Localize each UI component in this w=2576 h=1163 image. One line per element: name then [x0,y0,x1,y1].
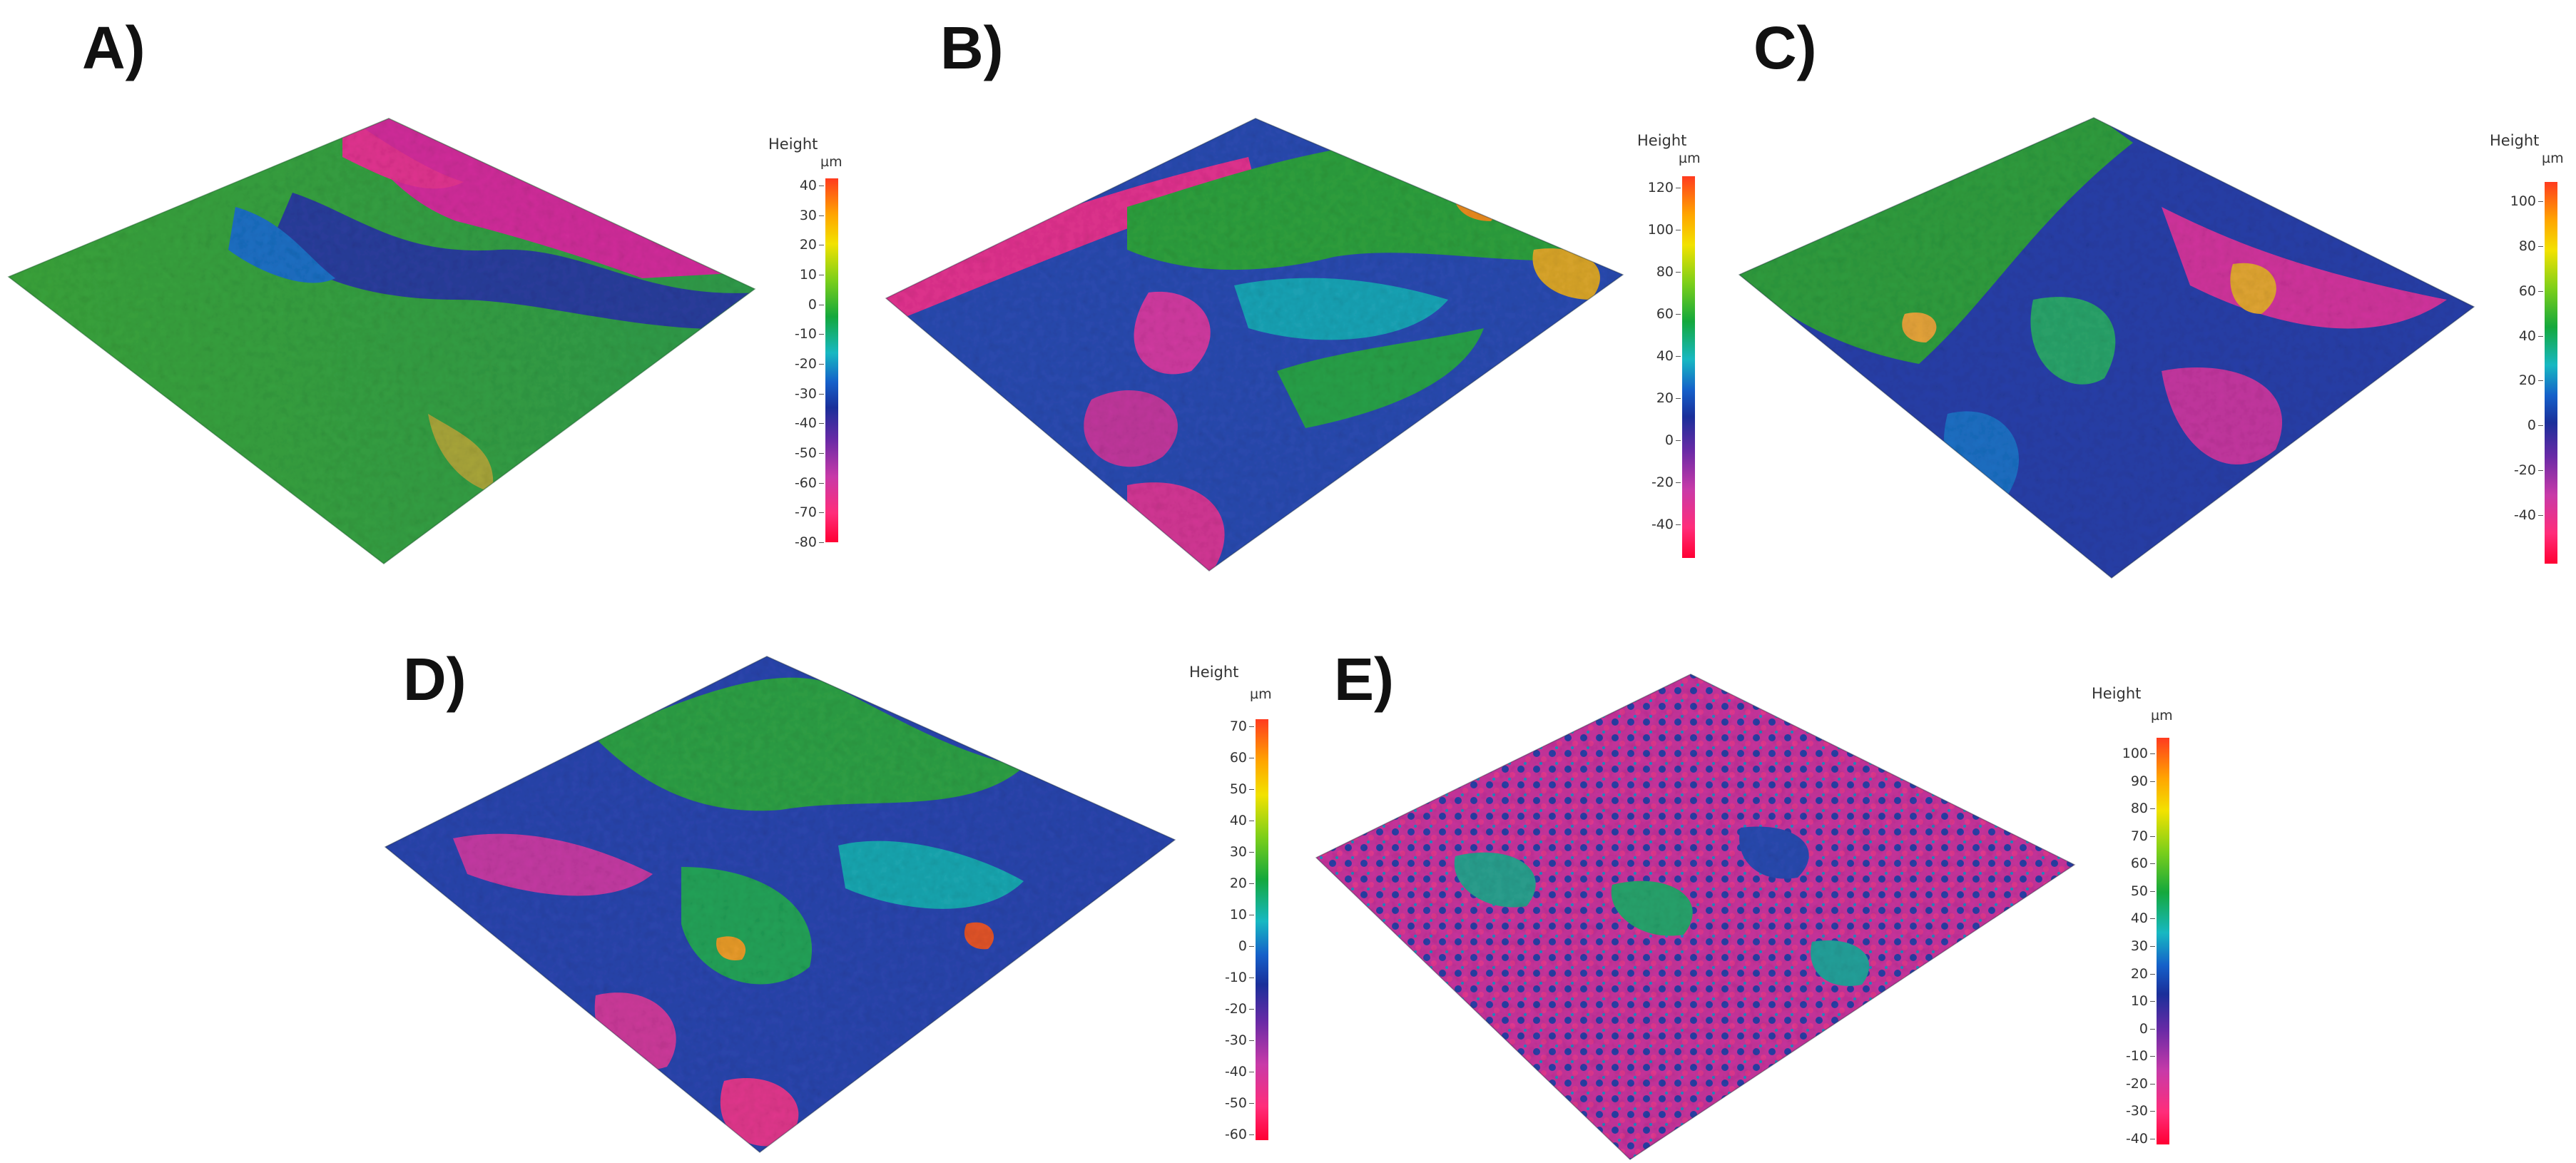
surface-b [885,118,1624,572]
colorbar-tick-label: 50 [2102,884,2155,898]
colorbar-tick-label: 0 [2102,1022,2155,1036]
colorbar-a: Height µm 40 30 20 10 0 -10 -20 -30 -40 -50 -60 -70… [753,136,852,557]
colorbar-tick-label: 10 [1201,908,1254,922]
colorbar-tick-label: 0 [1628,434,1681,447]
colorbar-tick-label: 50 [1201,783,1254,796]
colorbar-tick-label: -20 [1201,1002,1254,1016]
surface-d [384,656,1176,1153]
panel-label-c: C) [1753,14,1817,81]
colorbar-e: Height µm 100 90 80 70 60 50 40 30 20 10 0 -10 -20 -3… [2083,685,2183,1163]
colorbar-tick-label: 40 [771,179,824,193]
colorbar-tick-label: -30 [1201,1034,1254,1047]
colorbar-tick-label: -40 [2102,1132,2155,1146]
colorbar-tick-label: -30 [771,387,824,401]
colorbar-tick-label: 100 [2102,747,2155,761]
colorbar-tick-label: 70 [2102,829,2155,843]
colorbar-tick-label: 120 [1628,181,1681,195]
colorbar-d: Height µm 70 60 50 40 30 20 10 0 -10 -20 -30 -40 -50… [1181,664,1281,1149]
surface-a [7,118,756,564]
colorbar-tick-label: -40 [1201,1065,1254,1079]
colorbar-tick-label: 60 [1201,751,1254,765]
panel-label-e: E) [1334,646,1394,713]
colorbar-gradient [2157,738,2169,1144]
colorbar-unit: µm [2151,708,2173,723]
colorbar-tick-label: 30 [771,208,824,223]
colorbar-tick-label: -50 [771,447,824,460]
colorbar-title: Height [1637,132,1687,149]
surface-c [1738,117,2475,579]
colorbar-tick-label: 30 [1201,845,1254,859]
colorbar-gradient [2545,182,2557,564]
panel-label-a: A) [82,14,146,81]
colorbar-tick-label: -80 [771,536,824,549]
colorbar-unit: µm [2542,151,2564,166]
colorbar-tick-label: 60 [2490,284,2543,298]
colorbar-tick-label: 20 [771,238,824,252]
colorbar-b: Height µm 120 100 80 60 40 20 0 -20 -40 [1619,132,1719,567]
colorbar-gradient [825,178,838,542]
colorbar-tick-label: 40 [2102,912,2155,925]
colorbar-unit: µm [1679,151,1701,166]
surface-e [1315,674,2076,1160]
colorbar-title: Height [1189,664,1239,681]
colorbar-tick-label: -10 [1201,971,1254,985]
colorbar-unit: µm [820,154,842,170]
colorbar-tick-label: 10 [2102,995,2155,1008]
colorbar-tick-label: -10 [771,327,824,341]
colorbar-tick-label: -40 [1628,518,1681,532]
colorbar-tick-label: 20 [1628,392,1681,405]
colorbar-tick-label: 40 [1201,814,1254,828]
colorbar-tick-label: 100 [1628,223,1681,237]
colorbar-gradient [1256,719,1268,1140]
colorbar-tick-label: -60 [771,476,824,490]
colorbar-title: Height [768,136,818,153]
colorbar-tick-label: 40 [2490,329,2543,343]
colorbar-tick-label: 70 [1201,720,1254,733]
colorbar-title: Height [2092,685,2142,702]
colorbar-gradient [1682,176,1695,558]
colorbar-title: Height [2490,132,2540,149]
colorbar-unit: µm [1250,686,1272,702]
colorbar-tick-label: 20 [2490,374,2543,387]
colorbar-tick-label: 80 [2490,239,2543,253]
colorbar-tick-label: 60 [2102,857,2155,870]
colorbar-tick-label: 0 [771,298,824,312]
colorbar-tick-label: 0 [1201,940,1254,953]
colorbar-tick-label: 80 [2102,802,2155,816]
colorbar-tick-label: -70 [771,506,824,519]
colorbar-tick-label: -20 [771,357,824,371]
colorbar-tick-label: -50 [1201,1097,1254,1110]
colorbar-tick-label: -10 [2102,1050,2155,1063]
panel-label-d: D) [403,646,467,713]
colorbar-tick-label: 40 [1628,350,1681,363]
colorbar-tick-label: 30 [2102,940,2155,953]
panel-label-b: B) [940,14,1004,81]
colorbar-c: Height µm 100 80 60 40 20 0 -20 -40 [2472,132,2576,567]
colorbar-tick-label: -20 [1628,476,1681,489]
colorbar-tick-label: -20 [2102,1077,2155,1091]
colorbar-tick-label: -20 [2490,464,2543,477]
colorbar-tick-label: 0 [2490,419,2543,432]
colorbar-tick-label: 20 [1201,877,1254,890]
colorbar-tick-label: 60 [1628,308,1681,321]
colorbar-tick-label: 80 [1628,265,1681,279]
colorbar-tick-label: -40 [2490,509,2543,522]
colorbar-tick-label: 100 [2490,195,2543,208]
colorbar-tick-label: -60 [1201,1128,1254,1142]
colorbar-tick-label: 10 [771,268,824,282]
colorbar-tick-label: -30 [2102,1104,2155,1118]
colorbar-tick-label: 20 [2102,967,2155,981]
colorbar-tick-label: -40 [771,417,824,430]
colorbar-tick-label: 90 [2102,774,2155,788]
